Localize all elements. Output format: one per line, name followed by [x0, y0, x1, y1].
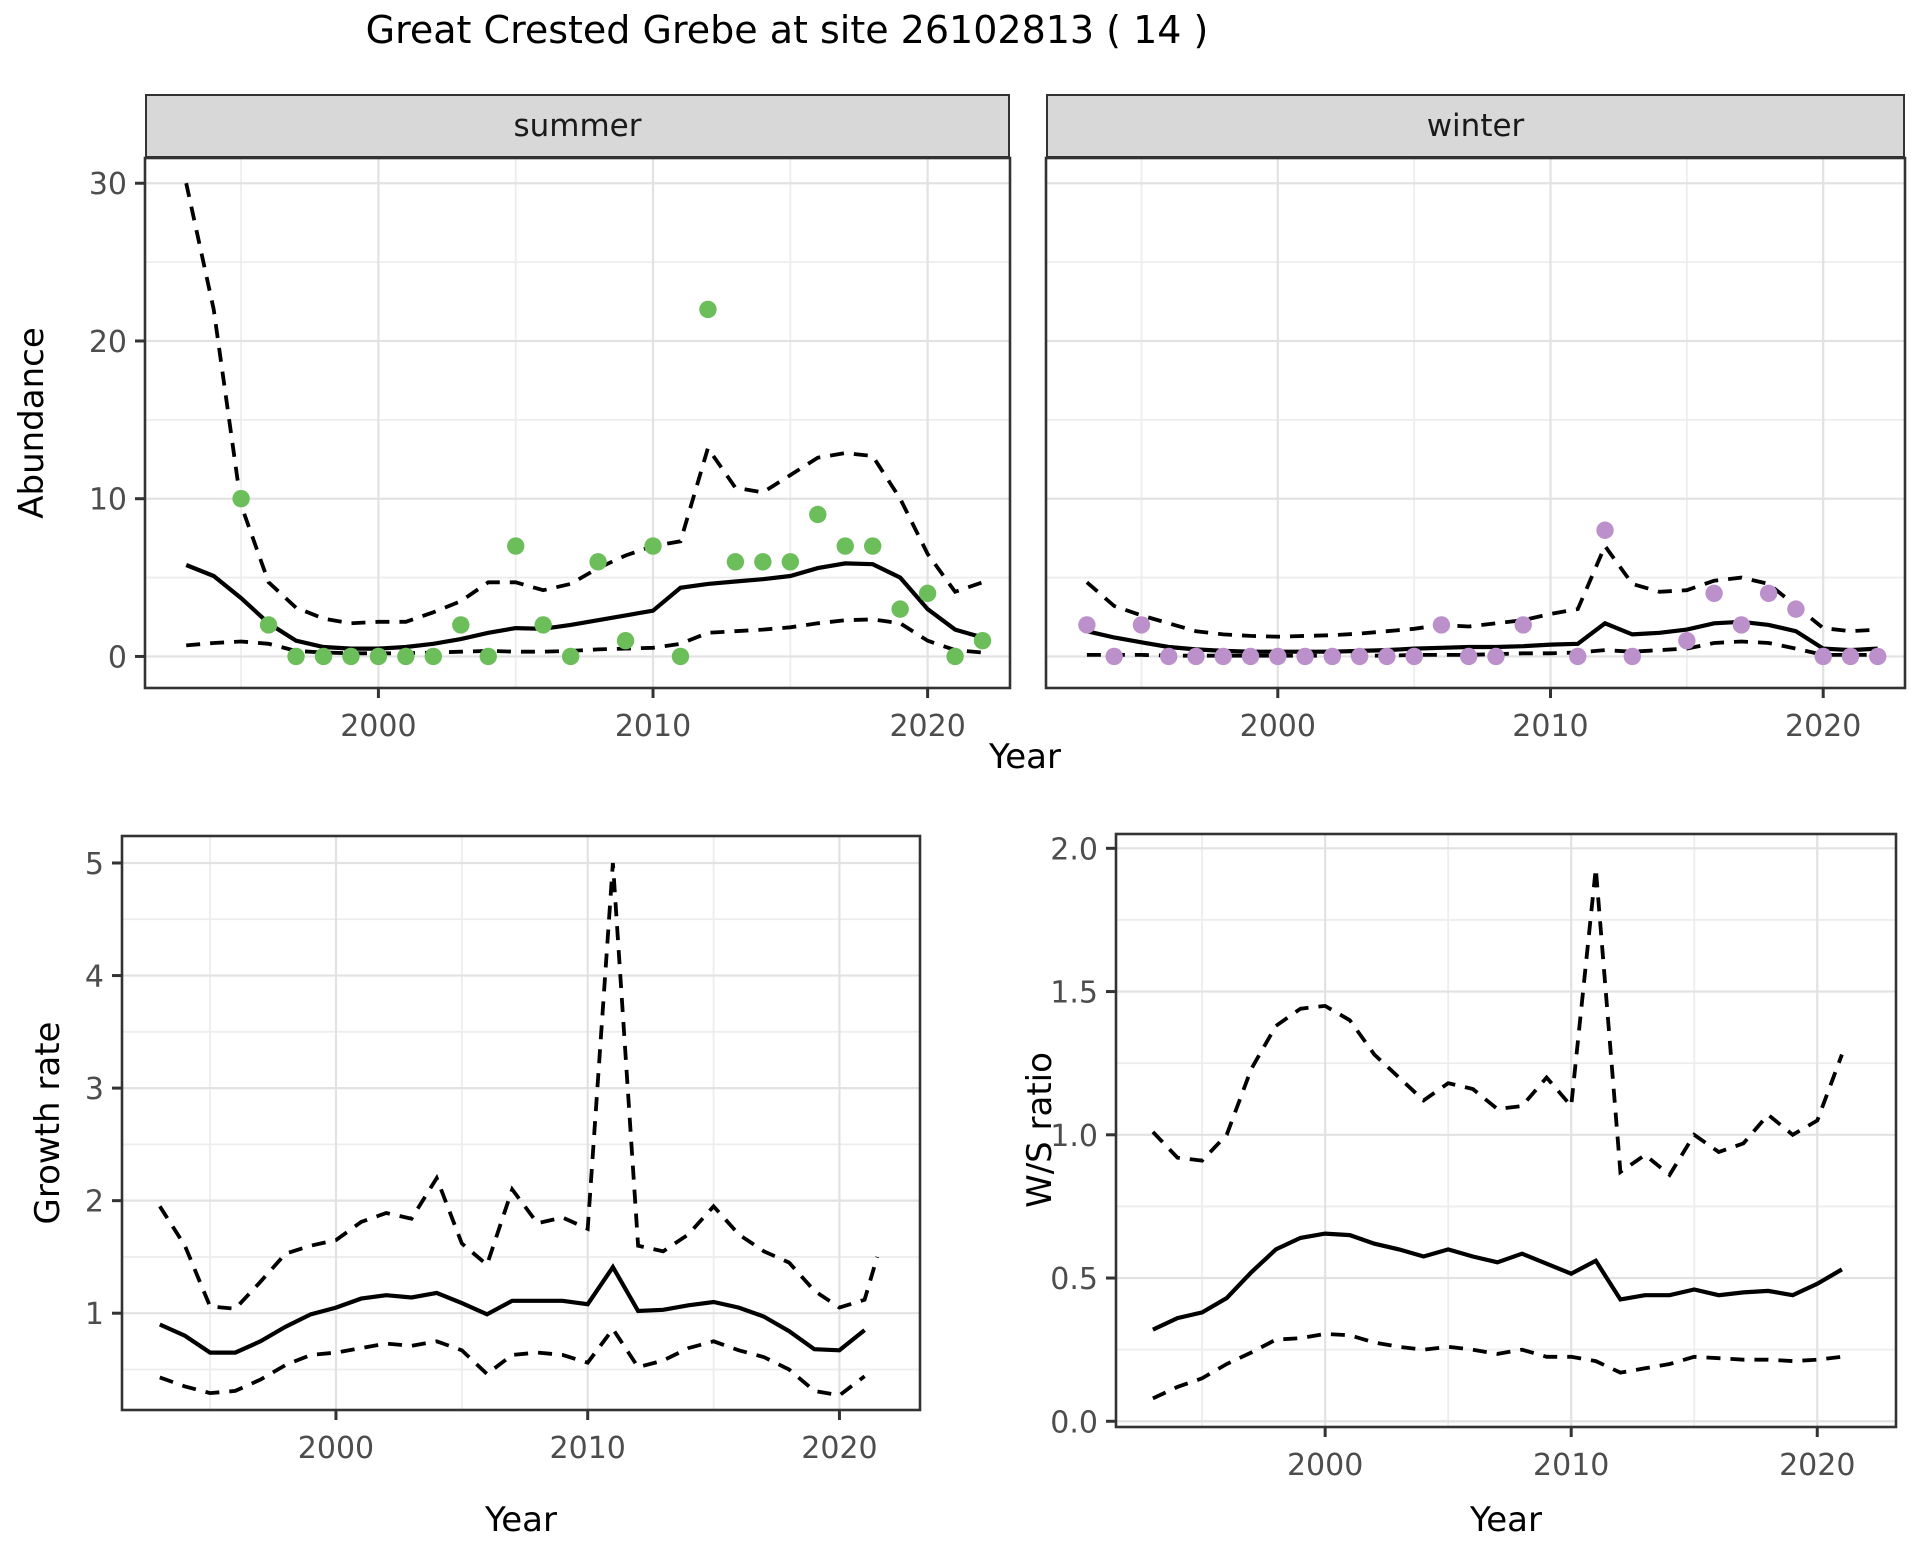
svg-text:0.0: 0.0 [1050, 1405, 1098, 1440]
svg-text:1: 1 [85, 1297, 104, 1332]
svg-text:1.0: 1.0 [1050, 1119, 1098, 1154]
svg-text:2010: 2010 [615, 709, 691, 744]
ws-ratio-panel: 2000 2010 2020 0.0 0.5 1.0 1.5 2.0 [1050, 832, 1898, 1483]
svg-text:0: 0 [108, 640, 127, 675]
page-title: Great Crested Grebe at site 26102813 ( 1… [365, 8, 1209, 52]
svg-text:3: 3 [85, 1072, 104, 1107]
facet-strip-summer: summer [145, 94, 1010, 158]
svg-text:10: 10 [89, 483, 127, 518]
abundance-winter-panel: 2000 2010 2020 [1044, 156, 1907, 744]
svg-text:2.0: 2.0 [1050, 832, 1098, 867]
x-axis-title-year-growth: Year [485, 1500, 557, 1540]
svg-text:2010: 2010 [550, 1431, 626, 1466]
facet-strip-summer-label: summer [513, 108, 642, 144]
x-axis-title-year-ratio: Year [1470, 1500, 1542, 1540]
svg-text:2020: 2020 [889, 709, 965, 744]
svg-text:2000: 2000 [298, 1431, 374, 1466]
svg-text:20: 20 [89, 325, 127, 360]
svg-text:1.5: 1.5 [1050, 976, 1098, 1011]
svg-text:2000: 2000 [340, 709, 416, 744]
facet-strip-winter-label: winter [1426, 108, 1525, 144]
growth-rate-panel: 2000 2010 2020 1 2 3 4 5 [85, 834, 922, 1466]
svg-text:2000: 2000 [1287, 1448, 1363, 1483]
svg-text:2020: 2020 [1785, 709, 1861, 744]
svg-text:4: 4 [85, 960, 104, 995]
x-axis-title-year-top: Year [989, 737, 1061, 777]
svg-text:2020: 2020 [1779, 1448, 1855, 1483]
svg-text:2020: 2020 [801, 1431, 877, 1466]
svg-text:2010: 2010 [1512, 709, 1588, 744]
svg-text:0.5: 0.5 [1050, 1262, 1098, 1297]
svg-text:5: 5 [85, 847, 104, 882]
svg-text:2010: 2010 [1533, 1448, 1609, 1483]
abundance-summer-panel: 2000 2010 2020 0 10 20 30 [89, 156, 1012, 744]
svg-text:2000: 2000 [1240, 709, 1316, 744]
facet-strip-winter: winter [1046, 94, 1905, 158]
svg-text:2: 2 [85, 1185, 104, 1220]
svg-text:30: 30 [89, 167, 127, 202]
